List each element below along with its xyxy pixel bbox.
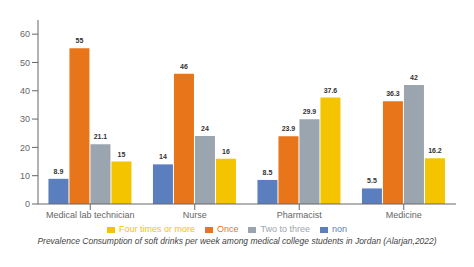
html-text:Once: Once [217,224,239,234]
svg-text:24: 24 [201,125,209,132]
svg-text:55: 55 [76,37,84,44]
html-text:non: non [332,224,347,234]
svg-text:5.5: 5.5 [367,177,377,184]
svg-text:8.9: 8.9 [54,168,64,175]
svg-text:Medicine: Medicine [386,210,422,220]
svg-text:23.9: 23.9 [282,125,296,132]
svg-text:14: 14 [159,153,167,160]
html-text:Prevalence Consumption of soft: Prevalence Consumption of soft drinks pe… [37,236,437,246]
svg-text:40: 40 [20,86,30,96]
svg-text:21.1: 21.1 [94,133,108,140]
svg-text:15: 15 [118,151,126,158]
svg-text:60: 60 [20,29,30,39]
svg-text:10: 10 [20,171,30,181]
svg-text:36.3: 36.3 [386,90,400,97]
svg-text:20: 20 [20,143,30,153]
svg-text:Pharmacist: Pharmacist [277,210,323,220]
svg-text:50: 50 [20,58,30,68]
svg-text:Nurse: Nurse [183,210,207,220]
svg-text:0: 0 [25,199,30,209]
svg-text:8.5: 8.5 [263,169,273,176]
svg-text:42: 42 [410,74,418,81]
svg-text:16.2: 16.2 [428,147,442,154]
html-text:Two to three: Two to three [260,224,310,234]
svg-text:30: 30 [20,114,30,124]
svg-text:37.6: 37.6 [324,87,338,94]
svg-text:46: 46 [180,63,188,70]
svg-text:16: 16 [222,148,230,155]
svg-text:Medical lab technician: Medical lab technician [46,210,135,220]
svg-text:29.9: 29.9 [303,108,317,115]
html-text:Four times or more: Four times or more [118,224,195,234]
